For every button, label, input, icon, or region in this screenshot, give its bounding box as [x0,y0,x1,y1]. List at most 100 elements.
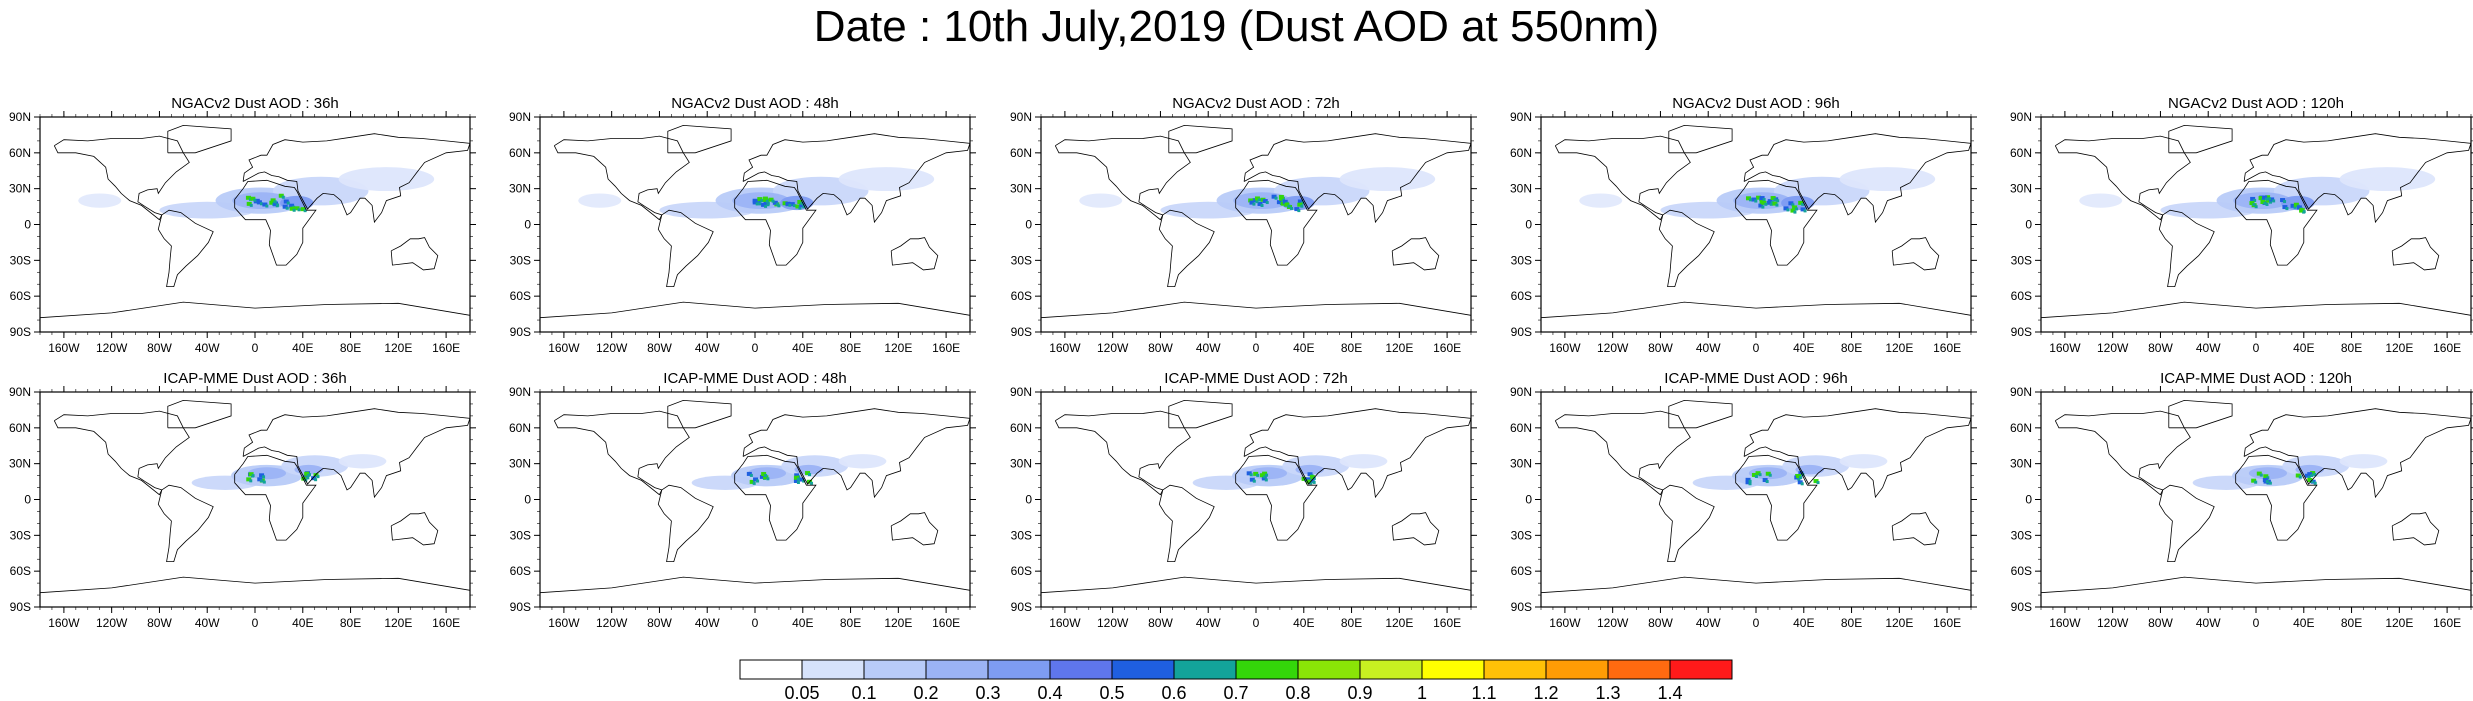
colorbar-label: 1.4 [1657,683,1682,701]
lat-tick-label: 30S [510,528,531,542]
lon-tick-label: 40E [292,341,313,355]
lat-tick-label: 90S [1011,325,1032,339]
panel-title: NGACv2 Dust AOD : 48h [671,95,839,112]
lat-tick-label: 60S [1511,289,1532,303]
lon-tick-label: 120W [2097,341,2129,355]
lat-tick-label: 30N [509,457,531,471]
colorbar-label: 1.2 [1533,683,1558,701]
colorbar-label: 1.1 [1471,683,1496,701]
lat-tick-label: 0 [1025,493,1032,507]
lon-tick-label: 40W [695,616,720,630]
lon-tick-label: 40E [1293,341,1314,355]
lon-tick-label: 120E [2385,341,2413,355]
colorbar-swatch [739,659,803,680]
lat-tick-label: 90S [1011,600,1032,614]
lon-tick-label: 120W [1597,341,1629,355]
colorbar-label: 0.6 [1161,683,1186,701]
lat-tick-label: 30S [10,528,31,542]
lon-tick-label: 40W [1696,616,1721,630]
lon-tick-label: 160W [548,616,580,630]
coastlines [1540,124,1972,319]
lat-tick-label: 30N [1010,457,1032,471]
lon-tick-label: 40W [195,616,220,630]
colorbar-label: 1.3 [1595,683,1620,701]
coastlines [1040,124,1472,319]
colorbar-swatch [801,659,865,680]
colorbar-swatch [1049,659,1113,680]
lon-tick-label: 0 [2253,616,2260,630]
lon-tick-label: 0 [1753,616,1760,630]
lon-tick-label: 120W [96,341,128,355]
colorbar-label: 0.2 [913,683,938,701]
panel-title: ICAP-MME Dust AOD : 120h [2160,370,2352,387]
lat-tick-label: 60S [1011,564,1032,578]
lat-tick-label: 30S [510,253,531,267]
lat-tick-label: 90N [509,110,531,124]
lat-tick-label: 90S [510,600,531,614]
lon-tick-label: 80W [2148,616,2173,630]
map-panel: ICAP-MME Dust AOD : 120h 160W 120W 80W 40W 0 4… [2010,370,2473,630]
colorbar-swatch [1111,659,1175,680]
lat-tick-label: 90S [510,325,531,339]
coastlines [539,124,971,319]
lat-tick-label: 90N [2010,110,2032,124]
panel-title: ICAP-MME Dust AOD : 48h [663,370,846,387]
dust-plume [191,454,387,490]
lon-tick-label: 160E [432,616,460,630]
lat-tick-label: 90N [1510,110,1532,124]
lon-tick-label: 80W [1148,616,1173,630]
lat-tick-label: 0 [1525,493,1532,507]
lon-tick-label: 80W [2148,341,2173,355]
dust-plume [1192,454,1388,490]
lon-tick-label: 160E [932,616,960,630]
dust-plume [2192,454,2388,490]
colorbar-swatch [1297,659,1361,680]
panel-title: NGACv2 Dust AOD : 96h [1672,95,1840,112]
lat-tick-label: 90S [1511,325,1532,339]
lon-tick-label: 0 [1253,341,1260,355]
lat-tick-label: 30S [1011,528,1032,542]
coastlines [39,399,471,594]
colorbar-swatch [863,659,927,680]
map-panel: NGACv2 Dust AOD : 36h 160W 120W 80W 40W 0 40E 8… [9,95,476,355]
lat-tick-label: 90N [1010,110,1032,124]
lon-tick-label: 40E [792,616,813,630]
lon-tick-label: 80E [340,616,361,630]
lat-tick-label: 90S [2011,600,2032,614]
lon-tick-label: 40W [2196,616,2221,630]
lat-tick-label: 90S [1511,600,1532,614]
lon-tick-label: 120E [1885,616,1913,630]
lat-tick-label: 60N [9,146,31,160]
dust-plume [1079,167,1436,219]
panel-title: NGACv2 Dust AOD : 120h [2168,95,2344,112]
coastlines [539,399,971,594]
lon-tick-label: 160E [1933,341,1961,355]
panel-title: ICAP-MME Dust AOD : 96h [1664,370,1847,387]
lon-tick-label: 80E [1841,341,1862,355]
lat-tick-label: 30S [1011,253,1032,267]
lon-tick-label: 40W [2196,341,2221,355]
lon-tick-label: 40W [1196,341,1221,355]
panel-title: ICAP-MME Dust AOD : 72h [1164,370,1347,387]
lon-tick-label: 160W [1549,616,1581,630]
lat-tick-label: 30N [1510,457,1532,471]
coastlines [2040,124,2472,319]
lon-tick-label: 80W [1648,616,1673,630]
map-panel: NGACv2 Dust AOD : 120h 160W 120W 80W 40W 0 40E… [2010,95,2473,355]
colorbar-label: 0.7 [1223,683,1248,701]
coastlines [39,124,471,319]
lon-tick-label: 160W [48,341,80,355]
colorbar-swatch [1669,659,1733,680]
lat-tick-label: 0 [2025,218,2032,232]
lon-tick-label: 0 [1253,616,1260,630]
lat-tick-label: 60S [510,564,531,578]
coastlines [1540,399,1972,594]
lon-tick-label: 80E [840,616,861,630]
lat-tick-label: 60N [1510,421,1532,435]
colorbar-label: 0.4 [1037,683,1062,701]
lon-tick-label: 80E [2341,341,2362,355]
lon-tick-label: 120W [1097,616,1129,630]
map-panel: ICAP-MME Dust AOD : 36h 160W 120W 80W 40W 0 40… [9,370,476,630]
lon-tick-label: 80W [147,616,172,630]
lon-tick-label: 80E [1841,616,1862,630]
